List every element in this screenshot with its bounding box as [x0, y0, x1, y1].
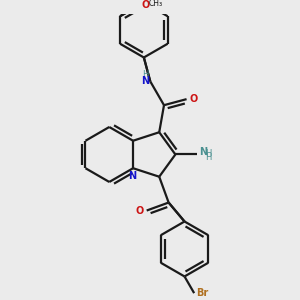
Text: N: N — [200, 147, 208, 157]
Text: O: O — [189, 94, 197, 104]
Text: O: O — [136, 206, 144, 215]
Text: CH₃: CH₃ — [148, 0, 163, 8]
Text: H: H — [206, 149, 212, 158]
Text: H: H — [206, 152, 212, 161]
Text: N: N — [141, 76, 149, 86]
Text: O: O — [141, 0, 149, 10]
Text: N: N — [128, 171, 136, 182]
Text: Br: Br — [196, 288, 208, 298]
Text: H: H — [142, 70, 148, 79]
